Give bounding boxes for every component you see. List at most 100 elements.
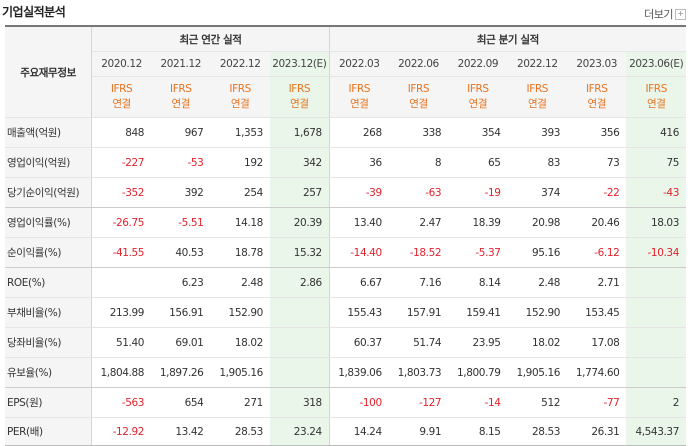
table-row: 유보율(%) 1,804.88 1,897.26 1,905.16 1,839.06 1,… — [5, 357, 686, 388]
row-label: 매출액(억원) — [5, 117, 93, 148]
standard-line2: 연결 — [171, 98, 191, 110]
table-cell: 152.90 — [210, 297, 270, 328]
standard-header: IFRS 연결 — [567, 76, 627, 118]
table-cell: 2.48 — [507, 267, 568, 298]
table-cell: 51.74 — [388, 327, 449, 358]
table-cell — [269, 297, 330, 328]
table-cell: -6.12 — [567, 237, 627, 268]
standard-line1: IFRS — [288, 83, 311, 95]
table-cell: 156.91 — [151, 297, 211, 328]
table-body: 매출액(억원) 848 967 1,353 1,678 268 338 354 393 356 41… — [5, 117, 686, 446]
table-cell: 14.18 — [210, 207, 270, 238]
table-cell: 416 — [626, 117, 686, 148]
period-header: 2021.12 — [151, 51, 211, 77]
table-cell: 18.39 — [448, 207, 508, 238]
row-label: EPS(원) — [5, 387, 93, 418]
table-cell: 28.53 — [507, 417, 568, 446]
table-cell: 36 — [329, 147, 389, 178]
table-cell: -100 — [329, 387, 389, 418]
table-cell: 18.02 — [210, 327, 270, 358]
row-label: 영업이익률(%) — [5, 207, 93, 238]
row-label: ROE(%) — [5, 267, 93, 298]
table-cell: 15.32 — [269, 237, 330, 268]
table-cell: 354 — [448, 117, 508, 148]
table-cell: 13.40 — [329, 207, 389, 238]
standard-line1: IFRS — [585, 83, 608, 95]
table-row: 당기순이익(억원) -352 392 254 257 -39 -63 -19 374 -22 -43 — [5, 177, 686, 208]
table-cell: 2 — [626, 387, 686, 418]
table-cell: 23.95 — [448, 327, 508, 358]
period-header: 2022.12 — [210, 51, 270, 77]
table-cell: 73 — [567, 147, 627, 178]
table-cell: 17.08 — [567, 327, 627, 358]
table-cell: 20.46 — [567, 207, 627, 238]
table-row: ROE(%) 6.23 2.48 2.86 6.67 7.16 8.14 2.48 2.71 — [5, 267, 686, 298]
table-cell: 1,804.88 — [91, 357, 152, 388]
table-cell: -77 — [567, 387, 627, 418]
table-cell: 1,803.73 — [388, 357, 449, 388]
financial-table: 주요재무정보 최근 연간 실적 최근 분기 실적 2020.12 2021.12 2… — [5, 25, 686, 446]
table-cell: 60.37 — [329, 327, 389, 358]
standard-line2: 연결 — [290, 98, 309, 110]
row-label: PER(배) — [5, 417, 93, 446]
table-cell: 65 — [448, 147, 508, 178]
table-cell: 8 — [388, 147, 449, 178]
table-cell: 18.03 — [626, 207, 686, 238]
table-cell: 342 — [269, 147, 330, 178]
standard-line1: IFRS — [229, 83, 251, 95]
standard-header: IFRS 연결 — [448, 76, 508, 118]
table-cell: 1,839.06 — [329, 357, 389, 388]
table-cell: 152.90 — [507, 297, 568, 328]
table-cell: -5.37 — [448, 237, 508, 268]
table-cell: -14 — [448, 387, 508, 418]
table-cell: 2.71 — [567, 267, 627, 298]
table-cell: 83 — [507, 147, 568, 178]
table-row: 영업이익률(%) -26.75 -5.51 14.18 20.39 13.40 2.47 18… — [5, 207, 686, 238]
table-cell: -19 — [448, 177, 508, 208]
table-row: 매출액(억원) 848 967 1,353 1,678 268 338 354 393 356 41… — [5, 117, 686, 148]
table-cell: 268 — [329, 117, 389, 148]
standard-line2: 연결 — [112, 98, 131, 110]
standard-header-row: IFRS 연결 IFRS 연결 IFRS 연결 IFRS 연결 IFRS 연결 IFRS 연결 IFRS… — [5, 76, 686, 118]
table-cell: 356 — [567, 117, 627, 148]
row-label: 유보율(%) — [5, 357, 93, 388]
table-cell: 2.48 — [210, 267, 270, 298]
table-cell: -53 — [151, 147, 211, 178]
table-cell: 95.16 — [507, 237, 568, 268]
row-header-label: 주요재무정보 — [5, 25, 93, 118]
more-label: 더보기 — [644, 8, 673, 21]
section-title: 기업실적분석 — [2, 5, 66, 19]
table-cell: 69.01 — [151, 327, 211, 358]
table-row: EPS(원) -563 654 271 318 -100 -127 -14 512 -77 2 — [5, 387, 686, 418]
table-cell: 155.43 — [329, 297, 389, 328]
quarter-group-header: 최근 분기 실적 — [329, 25, 686, 52]
standard-line2: 연결 — [528, 98, 547, 110]
table-cell: -5.51 — [151, 207, 211, 238]
period-header: 2022.09 — [448, 51, 508, 77]
table-cell — [626, 297, 686, 328]
table-cell: 967 — [151, 117, 211, 148]
table-cell: -10.34 — [626, 237, 686, 268]
table-cell: 26.31 — [567, 417, 627, 446]
standard-line1: IFRS — [645, 83, 667, 95]
table-cell: -12.92 — [91, 417, 152, 446]
standard-line1: IFRS — [407, 83, 430, 95]
table-cell: 1,774.60 — [567, 357, 627, 388]
table-cell: 1,678 — [269, 117, 330, 148]
standard-line2: 연결 — [409, 98, 428, 110]
table-cell: 23.24 — [269, 417, 330, 446]
table-cell: -227 — [91, 147, 152, 178]
period-header: 2023.06(E) — [626, 51, 686, 77]
table-cell: 392 — [151, 177, 211, 208]
row-label: 당기순이익(억원) — [5, 177, 93, 208]
table-cell: 374 — [507, 177, 568, 208]
period-header: 2022.12 — [507, 51, 568, 77]
table-row: PER(배) -12.92 13.42 28.53 23.24 14.24 9.91 8.15… — [5, 417, 686, 446]
table-cell: -63 — [388, 177, 449, 208]
standard-header: IFRS 연결 — [269, 76, 330, 118]
table-cell: 1,353 — [210, 117, 270, 148]
table-cell: 153.45 — [567, 297, 627, 328]
table-cell: 257 — [269, 177, 330, 208]
more-link[interactable]: 더보기 + — [644, 6, 686, 22]
table-cell: 9.91 — [388, 417, 449, 446]
